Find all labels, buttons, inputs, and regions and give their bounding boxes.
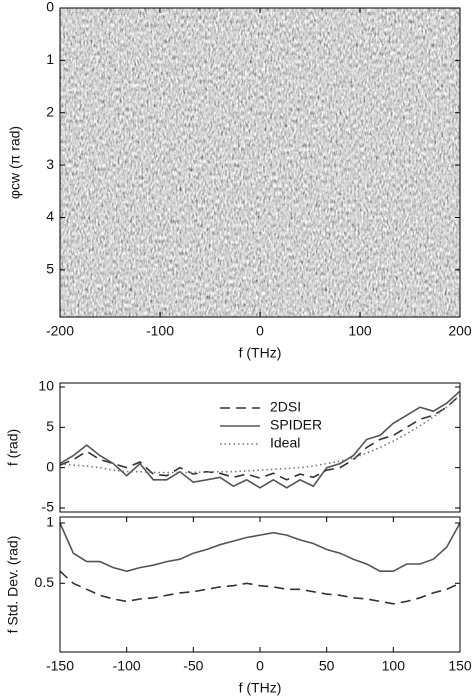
legend: 2DSI SPIDER Ideal [220, 399, 322, 451]
y-tick-label: 2 [46, 103, 54, 119]
y-tick-label: 1 [46, 51, 54, 67]
y-tick-label: 4 [46, 208, 54, 224]
x-tick-label: 50 [319, 658, 335, 674]
series-line [59, 390, 461, 489]
x-tick-label: 150 [448, 658, 472, 674]
x-tick-label: 100 [382, 658, 406, 674]
series-line [59, 522, 461, 573]
y-tick-label: 3 [46, 156, 54, 172]
y-tick-label: -5 [42, 499, 55, 515]
y-tick-label: 5 [46, 418, 54, 434]
x-tick-label: 0 [256, 658, 264, 674]
axes-box [59, 516, 461, 653]
x-axis-label: f (THz) [239, 345, 282, 361]
legend-label: Ideal [270, 435, 300, 451]
x-tick-label: -200 [46, 323, 74, 339]
y-tick-label: 1 [46, 514, 54, 530]
x-tick-label: 200 [448, 323, 472, 339]
x-tick-label: -100 [146, 323, 174, 339]
y-tick-label: 0 [46, 0, 54, 15]
x-tick-label: 0 [256, 323, 264, 339]
y-axis-label: f (rad) [5, 429, 21, 466]
x-tick-label: 100 [348, 323, 372, 339]
x-axis-label: f (THz) [239, 680, 282, 696]
y-axis-label: f Std. Dev. (rad) [5, 536, 21, 634]
heatmap-image [60, 8, 460, 317]
series-line [59, 570, 461, 605]
y-tick-label: 0 [46, 458, 54, 474]
y-tick-label: 10 [38, 378, 54, 394]
x-tick-label: -100 [113, 658, 141, 674]
series-line [59, 394, 461, 481]
axes-box [59, 382, 461, 513]
x-tick-label: -150 [46, 658, 74, 674]
y-axis-label: φcw (π rad) [7, 126, 23, 199]
x-tick-label: -50 [183, 658, 203, 674]
y-tick-label: 5 [46, 261, 54, 277]
y-tick-label: 0.5 [35, 574, 55, 590]
legend-label: SPIDER [270, 417, 322, 433]
series-line [59, 394, 461, 474]
legend-label: 2DSI [270, 399, 301, 415]
